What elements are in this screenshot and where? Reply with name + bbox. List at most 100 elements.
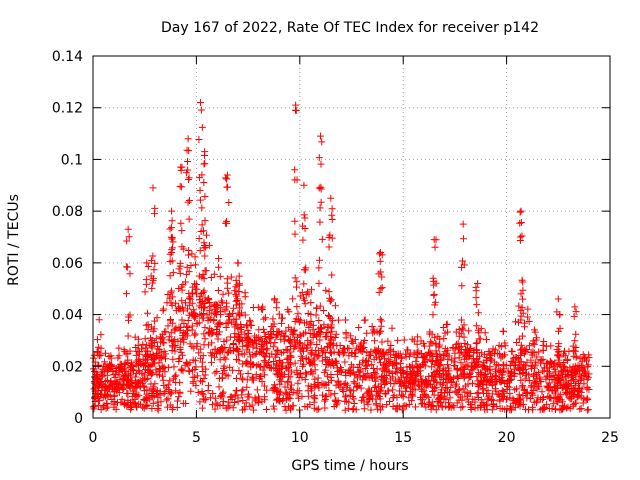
data-point xyxy=(532,361,540,369)
data-point xyxy=(201,294,209,302)
data-point xyxy=(479,384,487,392)
data-point xyxy=(184,198,192,206)
data-point xyxy=(250,406,258,414)
data-point xyxy=(376,327,384,335)
data-point xyxy=(292,283,300,291)
data-point xyxy=(149,184,157,192)
data-point xyxy=(455,396,463,404)
data-point xyxy=(95,316,103,324)
data-point xyxy=(164,395,172,403)
data-point xyxy=(283,364,291,372)
data-point xyxy=(454,339,462,347)
data-point xyxy=(531,328,539,336)
data-point xyxy=(584,361,592,369)
data-point xyxy=(234,259,242,267)
data-point xyxy=(176,327,184,335)
data-point xyxy=(273,298,281,306)
data-point xyxy=(530,340,538,348)
data-point xyxy=(139,340,147,348)
data-point xyxy=(500,365,508,373)
data-point xyxy=(467,366,475,374)
data-point xyxy=(196,247,204,255)
data-point xyxy=(503,377,511,385)
data-point xyxy=(188,289,196,297)
data-point xyxy=(313,304,321,312)
data-point xyxy=(167,289,175,297)
data-point xyxy=(420,387,428,395)
y-tick-label: 0.1 xyxy=(61,152,83,168)
data-point xyxy=(508,348,516,356)
data-point xyxy=(151,204,159,212)
data-point xyxy=(223,336,231,344)
data-point xyxy=(320,380,328,388)
data-point xyxy=(257,363,265,371)
data-point xyxy=(123,376,131,384)
data-point xyxy=(210,270,218,278)
data-point xyxy=(167,233,175,241)
data-point xyxy=(553,361,561,369)
data-point xyxy=(348,350,356,358)
data-point xyxy=(215,328,223,336)
data-point xyxy=(198,204,206,212)
data-point xyxy=(458,257,466,265)
data-point xyxy=(166,258,174,266)
data-point xyxy=(447,383,455,391)
data-point xyxy=(123,263,131,271)
data-point xyxy=(326,348,334,356)
data-point xyxy=(179,367,187,375)
data-point xyxy=(239,396,247,404)
data-point xyxy=(315,154,323,162)
y-tick-label: 0.12 xyxy=(52,101,83,117)
data-point xyxy=(169,244,177,252)
data-point xyxy=(166,315,174,323)
data-point xyxy=(270,320,278,328)
data-point xyxy=(431,334,439,342)
data-point xyxy=(281,333,289,341)
data-point xyxy=(223,171,231,179)
data-point xyxy=(375,355,383,363)
data-point xyxy=(334,316,342,324)
data-point xyxy=(208,329,216,337)
data-point xyxy=(351,336,359,344)
data-point xyxy=(516,395,524,403)
data-point xyxy=(93,348,101,356)
data-point xyxy=(198,363,206,371)
data-point xyxy=(473,301,481,309)
data-point xyxy=(457,359,465,367)
data-point xyxy=(172,324,180,332)
data-point xyxy=(260,382,268,390)
data-point xyxy=(155,368,163,376)
data-point xyxy=(480,358,488,366)
data-point xyxy=(295,387,303,395)
data-point xyxy=(378,317,386,325)
data-point xyxy=(584,374,592,382)
data-point xyxy=(94,401,102,409)
data-point xyxy=(513,385,521,393)
data-point xyxy=(234,398,242,406)
data-point xyxy=(548,386,556,394)
data-point xyxy=(208,401,216,409)
data-point xyxy=(297,332,305,340)
data-point xyxy=(126,363,134,371)
data-point xyxy=(361,373,369,381)
data-point xyxy=(462,352,470,360)
data-point xyxy=(108,381,116,389)
data-point xyxy=(522,405,530,413)
data-point xyxy=(326,297,334,305)
data-point xyxy=(183,146,191,154)
data-point xyxy=(300,319,308,327)
data-point xyxy=(554,327,562,335)
data-point xyxy=(479,386,487,394)
data-point xyxy=(427,405,435,413)
data-point xyxy=(534,394,542,402)
data-point xyxy=(164,290,172,298)
data-point xyxy=(325,313,333,321)
data-point xyxy=(443,361,451,369)
data-point xyxy=(266,335,274,343)
data-point xyxy=(160,339,168,347)
data-point xyxy=(518,276,526,284)
data-point xyxy=(192,261,200,269)
x-tick-label: 5 xyxy=(192,430,201,446)
data-point xyxy=(457,404,465,412)
